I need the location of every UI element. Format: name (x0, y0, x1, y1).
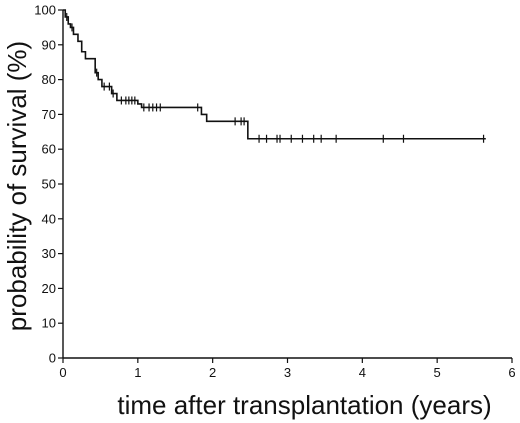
y-tick-label: 60 (42, 142, 56, 157)
x-tick-label: 5 (434, 365, 441, 380)
y-tick-label: 10 (42, 316, 56, 331)
tick-labels: 0 10 20 30 40 50 60 70 80 90 100 0 1 2 3 4 5 6 (34, 3, 515, 381)
axes (62, 10, 512, 359)
y-tick-label: 20 (42, 281, 56, 296)
y-tick-label: 100 (34, 3, 56, 18)
x-tick-label: 0 (59, 365, 66, 380)
y-tick-label: 30 (42, 246, 56, 261)
y-tick-label: 90 (42, 37, 56, 52)
x-tick-label: 6 (508, 365, 515, 380)
y-tick-label: 40 (42, 211, 56, 226)
y-tick-label: 80 (42, 72, 56, 87)
y-tick-label: 0 (49, 351, 56, 366)
x-tick-label: 4 (359, 365, 366, 380)
curve-layer (63, 9, 486, 140)
survival-curve (63, 9, 486, 140)
x-tick-label: 1 (134, 365, 141, 380)
ticks (58, 9, 513, 363)
censor-marks (66, 12, 485, 143)
y-tick-label: 50 (42, 177, 56, 192)
x-tick-label: 3 (284, 365, 291, 380)
y-axis-title: probability of survival (%) (2, 41, 32, 331)
x-axis-title: time after transplantation (years) (117, 390, 491, 420)
x-tick-label: 2 (209, 365, 216, 380)
y-tick-label: 70 (42, 107, 56, 122)
